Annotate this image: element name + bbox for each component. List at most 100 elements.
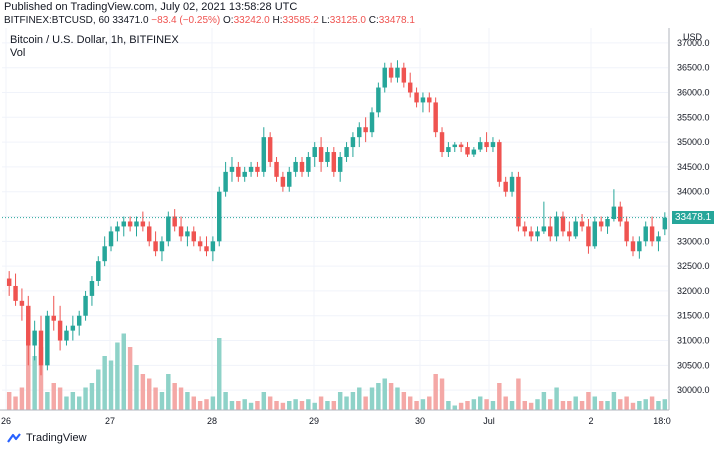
candle-body [471, 149, 477, 155]
candle-body [420, 97, 426, 103]
candle-body [312, 147, 317, 157]
candle-body [477, 142, 483, 150]
candle-body [242, 171, 247, 177]
volume-bar [586, 392, 591, 410]
price-tick-label: 30000.0 [677, 385, 710, 395]
candle-body [121, 221, 126, 227]
candle-body [357, 127, 362, 138]
time-axis[interactable]: 26 27 28 29 30 Jul 2 18:0 [0, 409, 671, 426]
candle-body [618, 206, 623, 222]
volume-bar [618, 399, 623, 410]
candle-body [38, 330, 44, 366]
volume-bar [127, 347, 133, 410]
time-tick-label: 28 [207, 416, 217, 426]
volume-bar [471, 399, 477, 410]
volume-bar [649, 396, 655, 410]
volume-bar [357, 387, 362, 410]
price-tick-label: 32000.0 [677, 286, 710, 296]
close-label: C: [368, 15, 379, 26]
candle-body [325, 152, 330, 162]
volume-bar [369, 387, 375, 410]
symbol-name[interactable]: BITFINEX:BTCUSD, 60 [4, 15, 110, 26]
currency-label: USD [683, 32, 703, 42]
candle-body [159, 241, 165, 252]
candle-body [382, 67, 387, 88]
candle-body [662, 217, 668, 230]
symbol-info-line: BITFINEX:BTCUSD, 60 33471.0 −83.4 (−0.25… [4, 15, 415, 26]
volume-bar [382, 378, 387, 410]
price-tick-label: 31500.0 [677, 311, 710, 321]
volume-bar [637, 401, 642, 410]
volume-bar [108, 360, 114, 410]
open-label: O: [223, 15, 234, 26]
candle-body [83, 295, 88, 316]
volume-bar [541, 392, 547, 410]
volume-bar [210, 396, 216, 410]
volume-bar [267, 396, 273, 410]
volume-bar [19, 387, 25, 410]
volume-bar [140, 374, 146, 410]
volume-bar [287, 401, 292, 410]
candle-body [376, 87, 381, 113]
candle-body [573, 221, 578, 237]
candle-body [217, 191, 222, 242]
volume-bar [560, 401, 566, 410]
price-change: −83.4 (−0.25%) [151, 15, 221, 26]
price-tick-label: 34500.0 [677, 162, 710, 172]
candle-body [439, 132, 445, 153]
volume-bar [185, 392, 190, 410]
candle-body [344, 147, 349, 157]
volume-bar [401, 392, 407, 410]
candle-body [293, 161, 298, 172]
candle-body [605, 219, 610, 227]
volume-bar [376, 383, 381, 410]
volume-bar [121, 333, 126, 410]
candle-body [210, 241, 216, 252]
volume-bar [248, 402, 254, 410]
volume-bar [446, 401, 451, 410]
price-tick-label: 32500.0 [677, 261, 710, 271]
volume-bar [312, 402, 317, 410]
volume-bar [414, 401, 419, 410]
candle-body [337, 156, 343, 172]
candle-body [178, 226, 184, 237]
volume-bar [51, 383, 56, 410]
candle-body [57, 320, 63, 341]
series-title[interactable]: Bitcoin / U.S. Dollar, 1h, BITFINEX [10, 34, 179, 46]
candle-body [452, 144, 457, 148]
candle-body [535, 231, 540, 237]
candle-body [102, 246, 107, 262]
volume-bar [503, 396, 508, 410]
volume-bar [306, 399, 311, 410]
candle-body [127, 221, 133, 227]
close-value: 33478.1 [378, 15, 415, 26]
candle-body [223, 171, 228, 192]
time-tick-label: 2 [588, 416, 593, 426]
time-tick-label: 27 [105, 416, 115, 426]
volume-bar [433, 374, 438, 410]
candle-body [465, 147, 470, 155]
volume-legend[interactable]: Vol [10, 47, 26, 59]
candle-body [166, 216, 171, 242]
volume-bar [293, 399, 298, 410]
volume-bar [70, 392, 76, 410]
candle-body [172, 216, 177, 227]
candle-body [280, 176, 286, 187]
candle-body [89, 281, 95, 296]
publish-info: Published on TradingView.com, July 02, 2… [4, 1, 298, 13]
candle-body [503, 181, 508, 192]
candle-body [446, 147, 451, 153]
volume-bar [331, 401, 337, 410]
time-tick-label: Jul [483, 416, 495, 426]
volume-bar [420, 399, 426, 410]
candle-body [134, 221, 139, 227]
candle-body [586, 226, 591, 247]
candle-body [592, 221, 598, 247]
candle-body [287, 171, 292, 187]
price-tick-label: 35500.0 [677, 112, 710, 122]
tradingview-logo-icon [7, 433, 21, 443]
volume-bar [146, 378, 152, 410]
candle-body [407, 82, 413, 93]
volume-bar [465, 401, 470, 410]
